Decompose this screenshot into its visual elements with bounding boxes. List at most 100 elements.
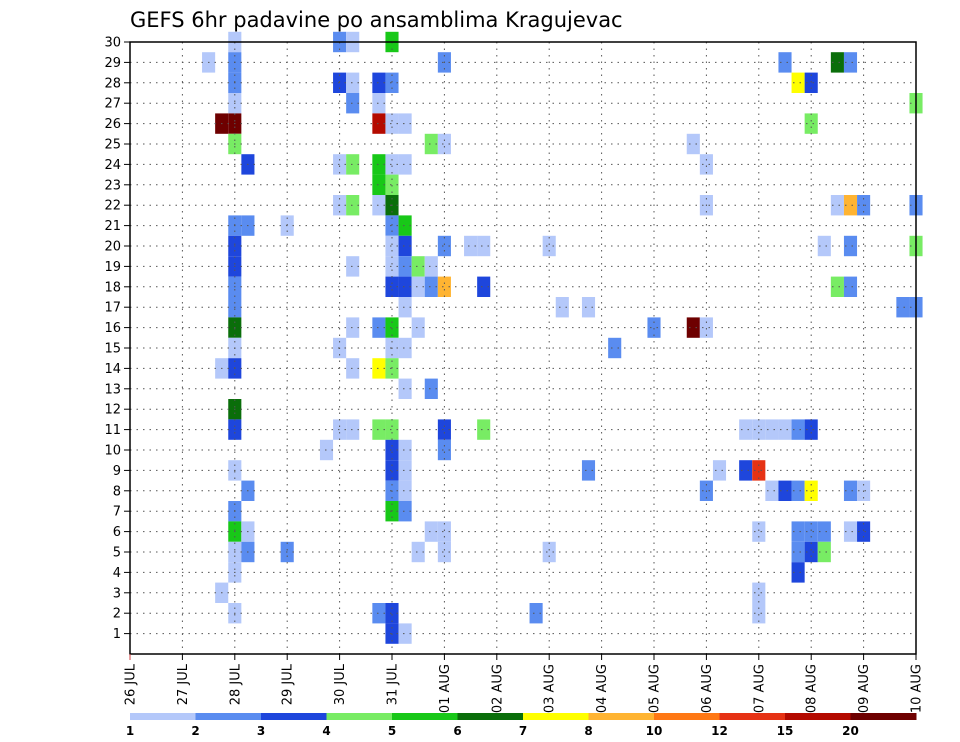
cells-layer: [202, 31, 923, 644]
heatmap-cell: [385, 460, 399, 481]
colorbar-swatch: [326, 713, 393, 720]
heatmap-cell: [804, 521, 818, 542]
y-tick-label: 24: [104, 158, 121, 173]
heatmap-cell: [529, 603, 543, 624]
y-tick-label: 13: [104, 382, 121, 397]
heatmap-cell: [385, 215, 399, 236]
heatmap-cell: [398, 215, 412, 236]
y-tick-label: 17: [104, 301, 121, 316]
heatmap-cell: [411, 317, 425, 338]
x-tick-label: 07 AUG: [752, 664, 767, 713]
heatmap-cell: [424, 256, 438, 277]
heatmap-cell: [817, 521, 831, 542]
x-tick-label: 02 AUG: [490, 664, 505, 713]
heatmap-cell: [699, 154, 713, 175]
colorbar-label: 20: [842, 724, 859, 738]
heatmap-cell: [385, 235, 399, 257]
heatmap-cell: [437, 133, 451, 155]
x-tick-label: 03 AUG: [543, 664, 558, 713]
y-tick-label: 2: [113, 607, 121, 622]
y-tick-label: 18: [104, 280, 121, 295]
heatmap-cell: [346, 256, 360, 277]
heatmap-cell: [830, 276, 844, 297]
heatmap-cell: [398, 337, 412, 359]
colorbar-swatch: [392, 713, 458, 720]
heatmap-cell: [385, 419, 399, 440]
y-tick-label: 3: [113, 586, 121, 601]
heatmap-cell: [372, 113, 386, 134]
y-tick-label: 21: [104, 219, 121, 234]
heatmap-cell: [333, 72, 347, 93]
heatmap-cell: [385, 317, 399, 338]
y-tick-label: 8: [113, 484, 121, 499]
y-tick-label: 16: [104, 321, 121, 336]
heatmap-cell: [830, 52, 844, 73]
colorbar-swatch: [719, 713, 786, 720]
grid-layer: [130, 42, 916, 654]
heatmap-cell: [346, 195, 360, 216]
y-tick-label: 14: [104, 362, 121, 377]
heatmap-cell: [778, 480, 792, 501]
heatmap-cell: [385, 276, 399, 297]
heatmap-cell: [817, 235, 831, 257]
heatmap-cell: [542, 235, 556, 257]
x-tick-label: 26 JUL: [124, 663, 139, 705]
heatmap-cell: [372, 174, 386, 195]
y-tick-label: 7: [113, 505, 121, 520]
y-tick-label: 11: [104, 423, 121, 438]
heatmap-cell: [372, 603, 386, 624]
y-tick-label: 30: [104, 36, 121, 51]
heatmap-cell: [830, 195, 844, 216]
heatmap-cell: [346, 154, 360, 175]
heatmap-cell: [752, 521, 766, 542]
heatmap-cell: [804, 419, 818, 440]
heatmap-cell: [372, 195, 386, 216]
heatmap-cell: [477, 276, 491, 297]
colorbar-label: 3: [257, 724, 265, 738]
heatmap-cell: [857, 521, 871, 542]
heatmap-cell: [346, 419, 360, 440]
heatmap-cell: [542, 541, 556, 563]
x-tick-label: 29 JUL: [281, 663, 296, 705]
colorbar-label: 4: [322, 724, 330, 738]
heatmap-cell: [843, 521, 858, 542]
heatmap-cell: [398, 276, 412, 297]
x-tick-label: 09 AUG: [857, 664, 872, 713]
heatmap-cell: [372, 358, 386, 379]
heatmap-cell: [437, 541, 451, 563]
y-tick-label: 27: [104, 97, 121, 112]
y-tick-label: 29: [104, 56, 121, 71]
heatmap-cell: [778, 419, 792, 440]
heatmap-cell: [739, 419, 753, 440]
colorbar-label: 8: [584, 724, 592, 738]
heatmap-cell: [555, 297, 569, 318]
heatmap-cell: [398, 297, 412, 318]
colorbar-swatch: [785, 713, 851, 720]
x-tick-label: 27 JUL: [176, 663, 191, 705]
heatmap-cell: [843, 276, 858, 297]
heatmap-cell: [608, 337, 622, 359]
x-tick-label: 30 JUL: [333, 663, 348, 705]
heatmap-cell: [437, 419, 451, 440]
x-tick-label: 01 AUG: [438, 664, 453, 713]
chart-title: GEFS 6hr padavine po ansamblima Kragujev…: [130, 8, 623, 32]
heatmap-cell: [686, 317, 700, 338]
heatmap-cell: [896, 297, 910, 318]
heatmap-cell: [385, 439, 399, 461]
heatmap-cell: [398, 154, 412, 175]
y-tick-label: 20: [104, 240, 121, 255]
heatmap-cell: [385, 113, 399, 134]
colorbar-label: 2: [191, 724, 199, 738]
y-tick-label: 4: [113, 566, 121, 581]
y-tick-label: 10: [104, 444, 121, 459]
heatmap-cell: [385, 72, 399, 93]
y-tick-label: 15: [104, 342, 121, 357]
heatmap-cell: [398, 623, 412, 644]
x-tick-label: 06 AUG: [700, 664, 715, 713]
heatmap-cell: [437, 235, 451, 257]
heatmap-cell: [411, 276, 425, 297]
colorbar-swatch: [457, 713, 524, 720]
heatmap-cell: [372, 93, 386, 114]
x-tick-label: 10 AUG: [910, 664, 925, 713]
heatmap-cell: [398, 235, 412, 257]
